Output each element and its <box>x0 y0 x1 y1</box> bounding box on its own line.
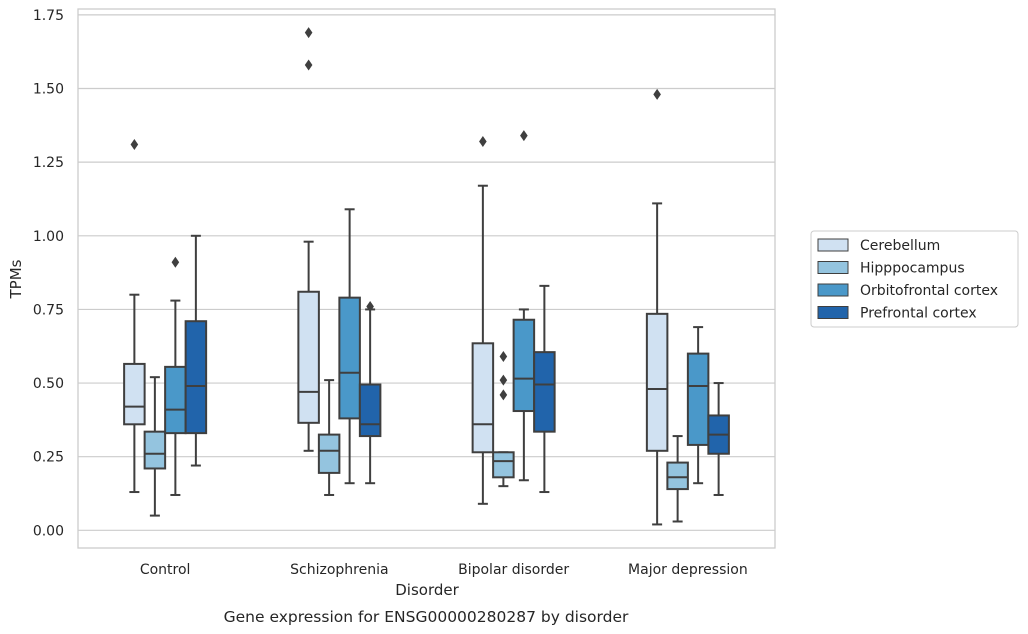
box-body <box>686 352 710 446</box>
legend-label: Orbitofrontal cortex <box>860 283 998 299</box>
box <box>666 435 689 523</box>
series-hipppocampus <box>143 351 689 523</box>
chart-caption: Gene expression for ENSG00000280287 by d… <box>224 608 629 626</box>
box <box>317 379 341 496</box>
x-tick-label: Major depression <box>628 562 748 578</box>
box-body <box>471 342 495 454</box>
outlier-point <box>304 27 313 39</box>
legend-label: Hipppocampus <box>860 261 965 277</box>
y-tick-label: 0.25 <box>33 450 64 466</box>
box <box>164 256 187 496</box>
y-tick-label: 1.50 <box>33 82 64 98</box>
outlier-point <box>653 88 661 100</box>
box-series <box>123 27 730 526</box>
outlier-point <box>520 130 528 142</box>
box-body <box>184 320 208 435</box>
box-body <box>164 365 187 435</box>
box-body <box>666 461 689 491</box>
plot-frame <box>77 8 776 549</box>
legend-label: Cerebellum <box>860 238 940 254</box>
outlier-point <box>130 138 139 150</box>
legend-frame <box>810 230 1019 328</box>
y-tick-label: 1.25 <box>33 155 64 171</box>
series-prefrontal-cortex <box>184 234 730 496</box>
box <box>123 138 146 494</box>
box-body <box>358 383 382 438</box>
box <box>471 136 495 505</box>
series-orbitofrontal-cortex <box>164 130 710 496</box>
y-axis-ticks: 0.00 0.25 0.50 0.75 1.00 1.25 1.50 1.75 <box>33 8 64 539</box>
outlier-point <box>499 374 508 386</box>
box <box>533 284 556 494</box>
x-tick-label: Control <box>140 562 191 578</box>
box-body <box>297 290 320 424</box>
y-tick-label: 0.00 <box>33 523 64 539</box>
plot-area <box>78 9 775 548</box>
y-tick-label: 0.75 <box>33 302 64 318</box>
outlier-point <box>479 136 487 148</box>
box <box>184 234 208 467</box>
outlier-point <box>499 351 508 363</box>
box <box>297 27 320 452</box>
box-body <box>492 451 515 479</box>
y-tick-label: 0.50 <box>33 376 64 392</box>
outlier-point <box>366 300 374 312</box>
outlier-point <box>304 59 313 71</box>
x-tick-label: Schizophrenia <box>290 562 388 578</box>
box-body <box>317 433 341 474</box>
y-tick-label: 1.00 <box>33 229 64 245</box>
legend-swatch <box>817 238 849 252</box>
box <box>645 88 669 526</box>
outlier-point <box>171 256 180 268</box>
legend-swatch <box>817 261 849 274</box>
legend-label: Prefrontal cortex <box>860 306 977 322</box>
box-body <box>143 430 167 470</box>
series-cerebellum <box>123 27 669 526</box>
box <box>492 351 515 488</box>
box-body <box>645 312 669 452</box>
box <box>143 376 167 517</box>
legend: Cerebellum Hipppocampus Orbitofrontal cort… <box>810 230 1019 328</box>
box-body <box>512 318 536 413</box>
box <box>358 300 382 485</box>
outlier-point <box>499 389 508 401</box>
legend-swatch <box>817 306 849 319</box>
legend-swatch <box>817 283 849 297</box>
box <box>512 130 536 482</box>
x-axis-ticks: Control Schizophrenia Bipolar disorder Majo… <box>140 562 748 578</box>
box <box>686 326 710 485</box>
box-body <box>123 362 146 426</box>
box-body <box>338 296 361 420</box>
y-axis-label: TPMs <box>7 259 25 299</box>
x-tick-label: Bipolar disorder <box>458 562 569 578</box>
box-body <box>533 351 556 433</box>
box <box>707 382 730 496</box>
x-axis-label: Disorder <box>395 581 459 599</box>
y-tick-label: 1.75 <box>33 8 64 24</box>
box <box>338 208 361 485</box>
